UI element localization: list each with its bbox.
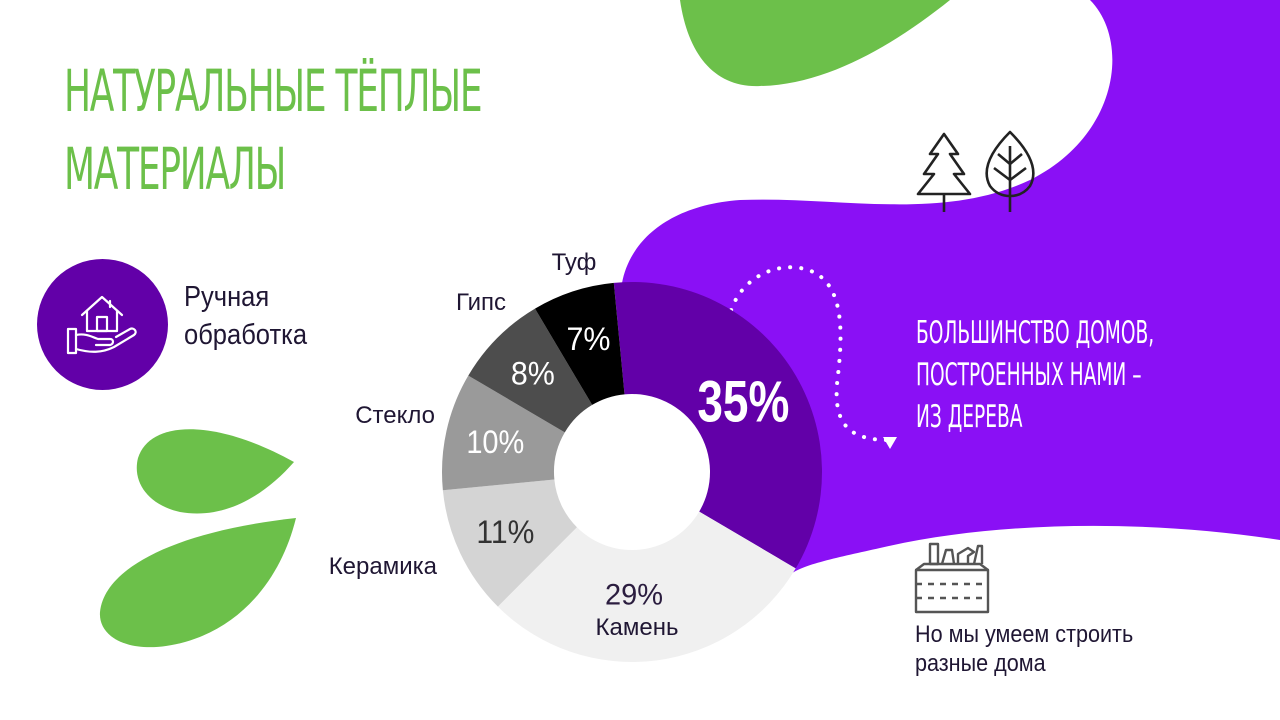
callout-line-3: из дерева [916, 399, 1023, 435]
category-label-3: Стекло [355, 402, 435, 429]
callout-line-1: Большинство домов, [916, 315, 1155, 351]
value-label-1: 29% [605, 579, 663, 612]
badge-label-line-2: обработка [184, 319, 308, 351]
wood-callout: Большинство домов, построенных нами – из… [916, 312, 1180, 438]
donut-slice-0 [613, 282, 822, 569]
title-line-1: Натуральные тёплые [64, 57, 483, 125]
note-text: Но мы умеем строить разные дома [915, 620, 1185, 678]
leaf-tree-icon [985, 130, 1035, 212]
note-line-2: разные дома [915, 650, 1046, 677]
value-label-3: 10% [466, 424, 524, 460]
title-line-2: материалы [64, 135, 286, 203]
donut-slice-4 [468, 308, 593, 433]
toolbox-icon [914, 542, 990, 614]
category-label-1: Камень [596, 614, 679, 641]
badge-label-line-1: Ручная [184, 281, 270, 313]
donut-slice-1 [497, 511, 796, 662]
donut-slice-3 [442, 375, 565, 491]
value-label-4: 8% [511, 355, 555, 391]
badge-circle [37, 259, 168, 390]
badge-label: Ручная обработка [184, 278, 360, 354]
arrow-head [883, 437, 897, 449]
house-in-hand-icon [66, 295, 137, 355]
category-label-4: Гипс [456, 289, 506, 316]
green-leaf-lower [99, 518, 296, 648]
green-leaf-upper [136, 429, 294, 514]
green-blob-top [680, 0, 950, 87]
donut-slice-5 [534, 282, 625, 405]
value-label-5: 7% [567, 321, 611, 357]
callout-line-2: построенных нами – [916, 357, 1142, 393]
donut-slice-2 [442, 479, 577, 607]
category-label-2: Керамика [329, 553, 438, 580]
note-line-1: Но мы умеем строить [915, 621, 1134, 648]
value-label-2: 11% [476, 514, 534, 550]
trees-icon [916, 130, 1035, 212]
value-label-0: 35% [697, 369, 789, 434]
fir-tree-icon [916, 132, 972, 212]
page-title: Натуральные тёплые материалы [64, 52, 483, 208]
category-label-5: Туф [552, 249, 597, 276]
